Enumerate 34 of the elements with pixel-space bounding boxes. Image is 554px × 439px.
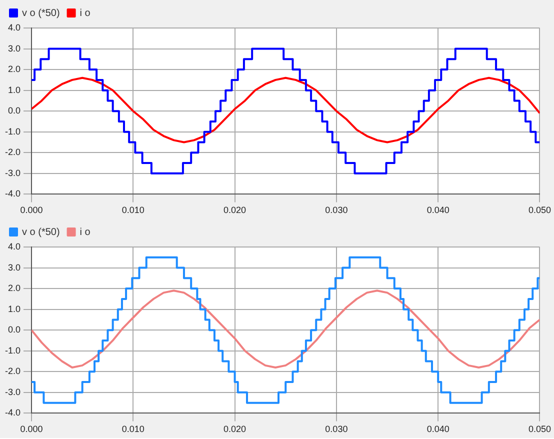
- y-tick-label: -4.0: [4, 408, 21, 418]
- y-tick-label: 4.0: [8, 22, 21, 32]
- y-tick-label: 3.0: [8, 43, 21, 54]
- y-tick-label: -1.0: [4, 345, 21, 356]
- y-tick-label: 1.0: [8, 304, 21, 314]
- y-tick-label: 3.0: [8, 262, 21, 272]
- x-tick-label: 0.000: [20, 424, 43, 434]
- y-tick-label: -2.0: [4, 147, 21, 158]
- y-tick-label: 1.0: [8, 84, 21, 95]
- y-tick-label: 2.0: [8, 64, 21, 74]
- x-tick-label: 0.040: [426, 205, 450, 216]
- y-tick-label: 0.0: [8, 106, 21, 116]
- y-tick-label: -2.0: [4, 366, 21, 376]
- y-tick-label: -1.0: [4, 126, 21, 136]
- x-tick-label: 0.050: [528, 205, 552, 216]
- x-tick-label: 0.000: [20, 205, 43, 216]
- y-tick-label: 4.0: [8, 241, 21, 252]
- y-tick-label: -4.0: [4, 188, 21, 199]
- legend-label: v o (*50): [22, 226, 60, 238]
- y-tick-label: 0.0: [8, 324, 21, 335]
- x-tick-label: 0.030: [325, 424, 348, 434]
- legend-label: i o: [80, 8, 91, 19]
- x-tick-label: 0.010: [122, 205, 144, 216]
- y-tick-label: -3.0: [4, 386, 21, 397]
- x-tick-label: 0.020: [224, 205, 246, 216]
- x-tick-label: 0.030: [325, 205, 348, 216]
- y-tick-label: 2.0: [8, 283, 21, 294]
- legend-label: i o: [80, 226, 91, 238]
- y-tick-label: -3.0: [4, 168, 21, 178]
- x-tick-label: 0.010: [122, 424, 144, 434]
- legend-label: v o (*50): [22, 8, 60, 19]
- x-tick-label: 0.040: [426, 424, 450, 434]
- x-tick-label: 0.020: [224, 424, 246, 434]
- x-tick-label: 0.050: [528, 424, 552, 434]
